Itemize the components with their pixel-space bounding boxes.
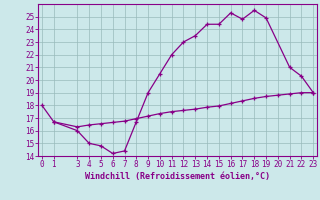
- X-axis label: Windchill (Refroidissement éolien,°C): Windchill (Refroidissement éolien,°C): [85, 172, 270, 181]
